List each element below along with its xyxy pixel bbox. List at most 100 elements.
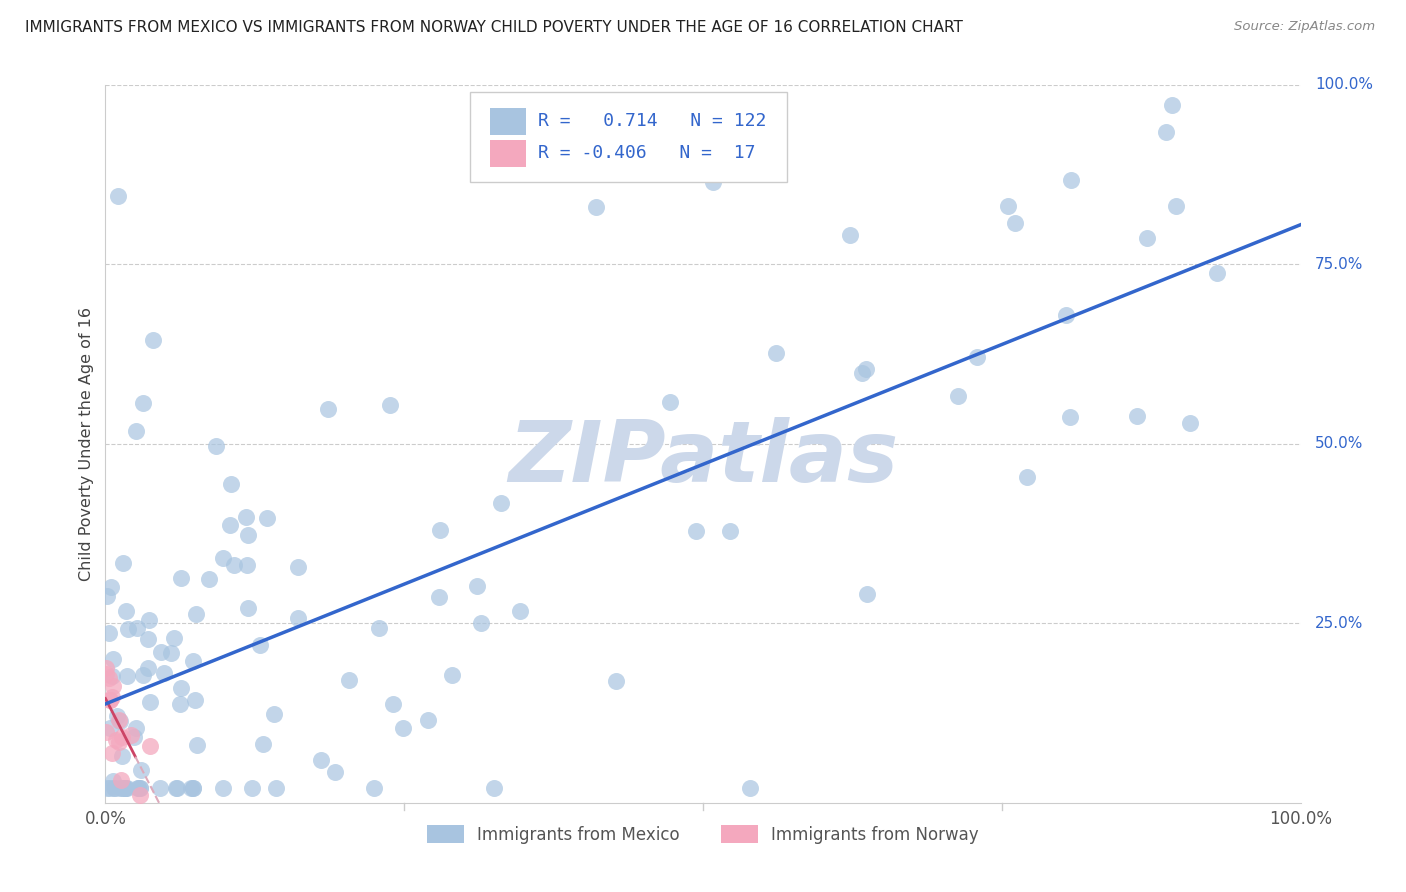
Point: [132, 396, 155, 410]
Point: [242, 781, 264, 796]
Point: [1004, 216, 1026, 230]
Point: [946, 389, 969, 403]
Point: [997, 198, 1019, 212]
Point: [132, 668, 155, 682]
Point: [114, 781, 136, 796]
Point: [98, 693, 121, 707]
Point: [392, 721, 415, 735]
Point: [115, 781, 138, 796]
Point: [105, 709, 128, 723]
Bar: [491, 140, 526, 168]
Point: [465, 579, 488, 593]
Point: [198, 572, 221, 586]
Point: [186, 738, 208, 752]
Point: [101, 773, 124, 788]
Point: [105, 732, 128, 747]
Point: [112, 556, 135, 570]
Point: [138, 613, 160, 627]
Point: [489, 495, 512, 509]
Point: [323, 764, 346, 779]
Point: [416, 713, 439, 727]
Text: Source: ZipAtlas.com: Source: ZipAtlas.com: [1234, 20, 1375, 33]
Point: [221, 477, 243, 491]
Point: [839, 227, 862, 242]
Point: [163, 632, 186, 646]
Point: [378, 398, 401, 412]
Point: [224, 558, 246, 573]
Point: [108, 713, 131, 727]
Point: [1015, 469, 1038, 483]
Point: [219, 518, 242, 533]
Point: [1166, 199, 1188, 213]
Point: [509, 604, 531, 618]
Point: [136, 632, 159, 646]
Point: [98, 781, 121, 796]
Point: [264, 781, 287, 796]
Point: [96, 589, 118, 603]
Point: [136, 661, 159, 675]
Point: [98, 693, 121, 707]
Point: [129, 781, 152, 796]
Y-axis label: Child Poverty Under the Age of 16: Child Poverty Under the Age of 16: [79, 307, 94, 581]
Point: [235, 509, 257, 524]
Point: [159, 646, 181, 660]
Point: [252, 737, 274, 751]
Point: [851, 366, 873, 380]
Point: [96, 781, 118, 796]
Point: [107, 188, 129, 202]
Text: 75.0%: 75.0%: [1315, 257, 1364, 272]
Point: [127, 781, 149, 796]
Point: [1205, 266, 1227, 280]
Point: [204, 439, 226, 453]
Point: [152, 665, 174, 680]
Point: [149, 645, 172, 659]
Point: [139, 695, 162, 709]
Point: [115, 604, 138, 618]
Point: [1054, 309, 1077, 323]
Point: [212, 781, 235, 796]
Point: [1178, 417, 1201, 431]
Point: [184, 607, 207, 621]
Text: 25.0%: 25.0%: [1315, 615, 1364, 631]
Point: [108, 781, 131, 796]
Point: [856, 587, 879, 601]
Point: [1126, 409, 1149, 423]
Point: [114, 781, 136, 796]
Legend: Immigrants from Mexico, Immigrants from Norway: Immigrants from Mexico, Immigrants from …: [420, 819, 986, 850]
Point: [139, 739, 162, 753]
Point: [263, 707, 285, 722]
Point: [125, 622, 148, 636]
Point: [966, 350, 988, 364]
Point: [658, 395, 681, 409]
FancyBboxPatch shape: [470, 92, 787, 182]
Point: [170, 570, 193, 584]
Point: [429, 523, 451, 537]
Point: [585, 201, 607, 215]
Point: [101, 669, 124, 683]
Point: [181, 781, 204, 796]
Point: [169, 697, 191, 711]
Point: [166, 781, 188, 796]
Point: [256, 511, 278, 525]
Point: [181, 654, 204, 668]
Point: [103, 679, 125, 693]
Point: [129, 763, 152, 777]
Point: [165, 781, 187, 796]
Point: [382, 697, 405, 711]
Point: [94, 661, 117, 675]
Point: [101, 652, 124, 666]
Point: [117, 622, 139, 636]
Point: [97, 671, 120, 685]
Point: [129, 789, 152, 803]
Point: [100, 580, 122, 594]
Point: [337, 673, 360, 688]
Point: [1059, 410, 1081, 425]
Point: [170, 681, 193, 696]
Point: [104, 781, 127, 796]
Point: [236, 527, 259, 541]
Point: [238, 601, 260, 615]
Point: [718, 524, 741, 538]
Point: [111, 781, 134, 796]
Point: [94, 666, 117, 681]
Text: R =   0.714   N = 122: R = 0.714 N = 122: [538, 112, 766, 130]
